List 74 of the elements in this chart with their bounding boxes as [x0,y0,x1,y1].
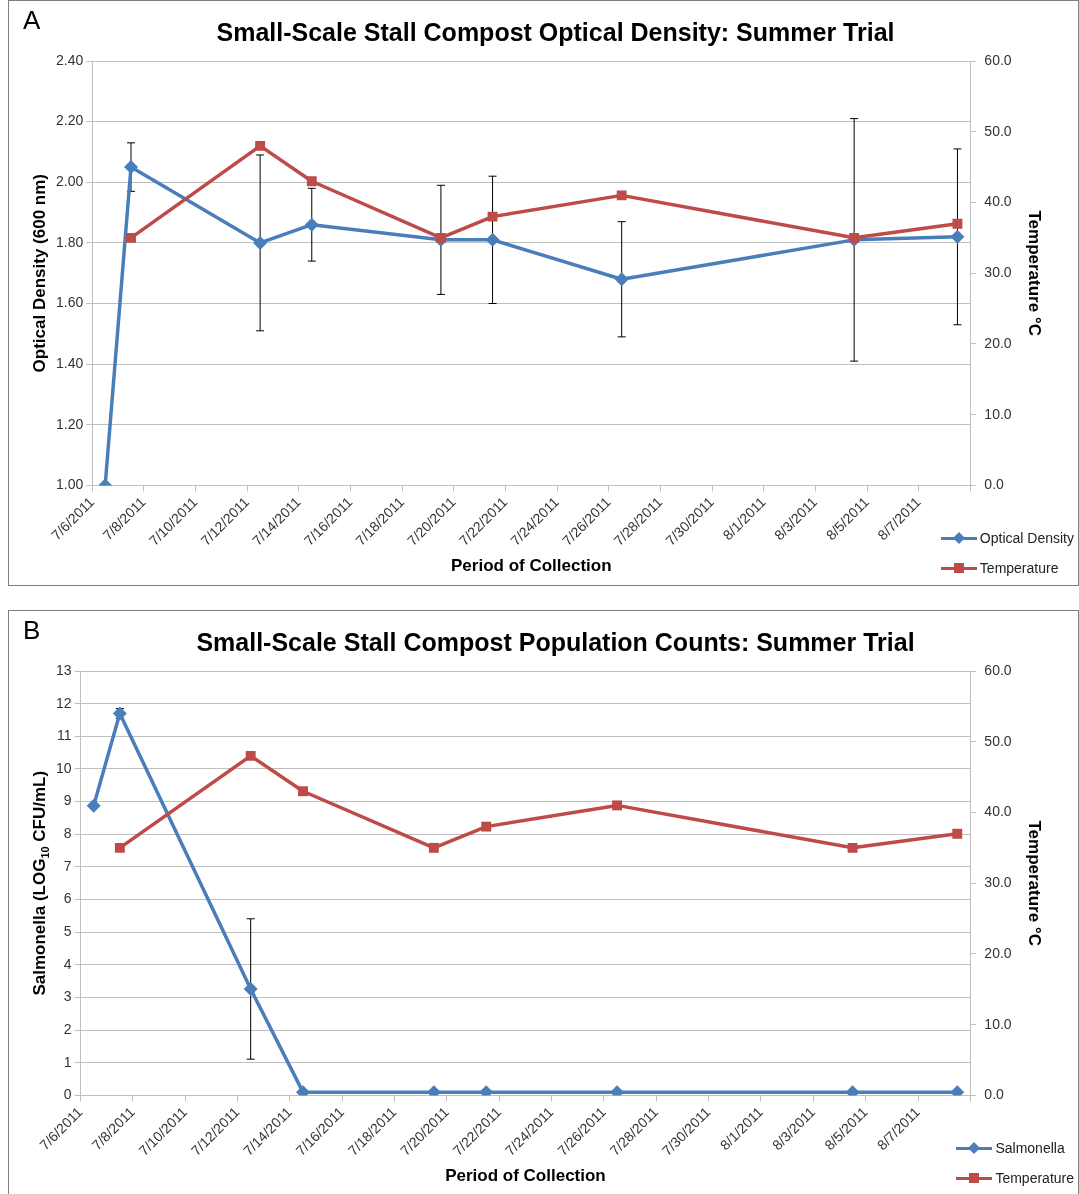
point [298,786,308,797]
y-axis-title: Optical Density (600 nm) [30,174,49,373]
y2-tick-label: 60.0 [984,51,1012,68]
y2-tick-label: 10.0 [984,405,1012,422]
y-tick-label: 1.60 [56,294,84,311]
point [849,232,860,243]
y-tick-label: 13 [55,661,72,678]
point [485,232,500,247]
y-tick-label: 1.80 [56,233,84,250]
point [126,232,136,243]
legend-label: Temperature [979,560,1059,576]
y-tick-label: 1.00 [56,476,84,493]
y-tick-label: 3 [63,988,72,1005]
point [952,218,963,229]
y-tick-label: 2 [63,1020,72,1037]
y-tick-label: 7 [63,857,72,874]
y2-tick-label: 50.0 [984,732,1012,749]
y-tick-label: 8 [63,825,72,842]
y-tick-label: 4 [63,955,72,972]
y-axis-title: Salmonella (LOG10 CFU/mL) [30,770,51,996]
y-tick-label: 12 [55,694,72,711]
y2-tick-label: 0.0 [984,1086,1005,1103]
point [428,842,439,853]
y2-tick-label: 30.0 [984,264,1012,281]
y-tick-label: 2.20 [56,112,84,129]
point [86,798,101,813]
point [952,828,963,839]
point [304,217,319,232]
chart-title: Small-Scale Stall Compost Population Counts: Summer Trial [196,627,915,656]
text: A [23,5,41,36]
y2-tick-label: 60.0 [984,661,1012,678]
point [614,272,629,287]
point [245,750,256,761]
y-tick-label: 1 [63,1053,72,1070]
point [950,229,965,244]
y2-tick-label: 20.0 [984,944,1012,961]
y-tick-label: 2.40 [56,51,84,68]
x-axis-title: Period of Collection [451,556,612,576]
y2-axis-title: Temperature °C [1025,820,1045,946]
y-tick-label: 10 [55,759,72,776]
text: B [23,615,41,646]
y2-tick-label: 10.0 [984,1015,1012,1032]
legend-label: Temperature [995,1170,1074,1186]
y2-tick-label: 20.0 [984,334,1012,351]
y2-tick-label: 0.0 [984,476,1005,493]
point [306,176,317,187]
chart-title: Small-Scale Stall Compost Optical Density: Summer Trial [216,17,895,46]
y-tick-label: 0 [63,1086,72,1103]
x-axis-title: Period of Collection [445,1166,606,1186]
y-tick-label: 9 [63,792,72,809]
point [435,232,446,243]
y-tick-label: 5 [63,923,72,940]
y2-tick-label: 30.0 [984,874,1012,891]
legend-label: Optical Density [979,530,1074,546]
y2-tick-label: 40.0 [984,193,1012,210]
point [255,140,266,151]
point [123,160,138,175]
y-tick-label: 1.40 [56,355,84,372]
point [243,981,258,996]
y2-tick-label: 50.0 [984,122,1012,139]
point [487,211,498,222]
point [481,821,492,832]
point [114,842,125,853]
y-tick-label: 6 [63,890,72,907]
y-tick-label: 1.20 [56,415,84,432]
y-tick-label: 2.00 [56,173,84,190]
y2-tick-label: 40.0 [984,803,1012,820]
y-tick-label: 11 [57,727,72,744]
legend-label: Salmonella [995,1140,1065,1156]
point [847,842,858,853]
point [616,190,627,201]
y2-axis-title: Temperature °C [1025,210,1045,336]
point [612,800,623,811]
point [253,235,268,250]
